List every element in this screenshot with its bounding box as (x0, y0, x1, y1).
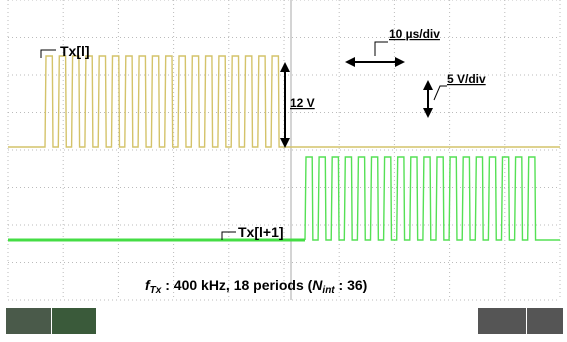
caption-n-sub: int (322, 285, 335, 296)
scope-screenshot: Tx[l] Tx[l+1] 12 V 10 µs/div 5 V/div fTx… (0, 0, 567, 337)
amplitude-label: 12 V (290, 96, 315, 110)
volt-div-label: 5 V/div (447, 72, 486, 86)
caption-end: : 36) (335, 277, 368, 293)
caption-middle: : 400 kHz, 18 periods ( (161, 277, 312, 293)
time-div-label: 10 µs/div (389, 27, 440, 41)
caption-f-sub: Tx (150, 285, 162, 296)
ch1-box (6, 308, 51, 334)
timebase-box (478, 308, 526, 334)
ch2-box (52, 308, 96, 334)
tx-l1-label: Tx[l+1] (238, 224, 284, 240)
trigger-box (527, 308, 563, 334)
tx-l-label: Tx[l] (60, 43, 90, 59)
